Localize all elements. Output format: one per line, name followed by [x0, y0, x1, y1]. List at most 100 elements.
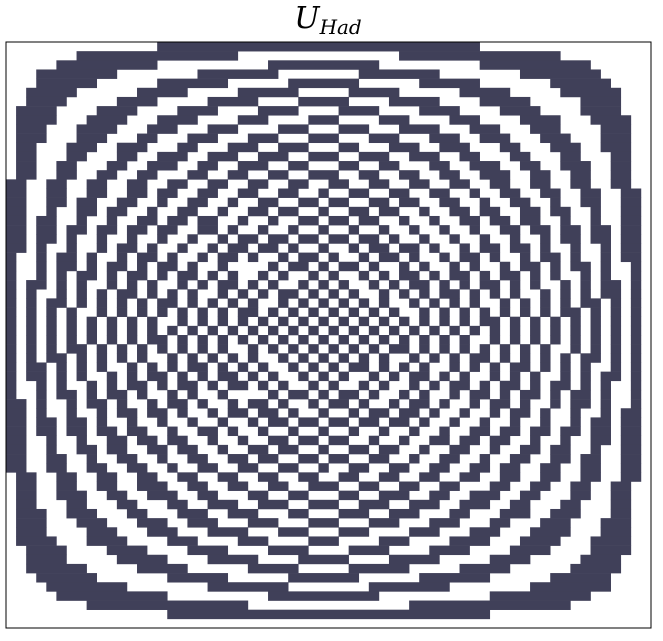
dark-cells	[338, 280, 349, 290]
dark-cells	[479, 243, 501, 253]
dark-cells	[298, 197, 319, 208]
dark-cells	[126, 508, 148, 519]
dark-cells	[137, 518, 168, 528]
dark-cells	[519, 536, 561, 546]
dark-cells	[550, 142, 581, 153]
dark-cells	[620, 472, 642, 482]
dark-cells	[570, 325, 581, 336]
dark-cells	[217, 344, 229, 354]
dark-cells	[268, 545, 309, 556]
dark-cells	[630, 380, 642, 391]
dark-cells	[580, 106, 622, 116]
dark-cells	[177, 106, 218, 116]
dark-cells	[298, 298, 309, 308]
dark-cells	[590, 234, 611, 244]
dark-cells	[348, 426, 360, 437]
dark-cells	[257, 472, 279, 482]
dark-cells	[187, 234, 198, 244]
dark-cells	[449, 325, 460, 336]
dark-cells	[499, 298, 511, 308]
dark-cells	[348, 206, 370, 217]
dark-cells	[298, 472, 319, 482]
dark-cells	[126, 362, 138, 372]
dark-cells	[600, 389, 611, 400]
dark-cells	[358, 170, 380, 180]
dark-cells	[16, 490, 37, 501]
dark-cells	[257, 362, 269, 372]
dark-cells	[36, 261, 47, 272]
dark-cells	[620, 463, 642, 473]
dark-cells	[378, 426, 390, 437]
dark-cells	[560, 215, 571, 226]
dark-cells	[6, 234, 27, 244]
dark-cells	[86, 600, 249, 610]
dark-cells	[157, 42, 480, 52]
dark-cells	[459, 563, 511, 574]
dark-cells	[540, 353, 551, 363]
dark-cells	[278, 142, 309, 153]
dark-cells	[257, 316, 269, 327]
dark-cells	[489, 554, 531, 565]
dark-cells	[590, 417, 611, 427]
dark-cells	[318, 444, 329, 455]
dark-cells	[36, 234, 57, 244]
dark-cells	[590, 206, 601, 217]
dark-cells	[610, 316, 622, 327]
dark-cells	[318, 261, 329, 272]
dark-cells	[147, 124, 178, 134]
dark-cells	[499, 472, 521, 482]
dark-cells	[348, 362, 370, 372]
dark-cells	[378, 444, 400, 455]
dark-cells	[560, 234, 581, 244]
dark-cells	[147, 161, 178, 171]
dark-cells	[399, 124, 440, 134]
dark-cells	[197, 399, 208, 409]
dark-cells	[328, 179, 349, 189]
dark-cells	[530, 380, 541, 391]
dark-cells	[419, 472, 440, 482]
dark-cells	[268, 170, 289, 180]
dark-cells	[378, 115, 410, 125]
dark-cells	[257, 426, 269, 437]
dark-cells	[278, 380, 289, 391]
dark-cells	[338, 335, 349, 345]
dark-cells	[429, 463, 450, 473]
dark-cells	[197, 371, 208, 382]
dark-cells	[116, 252, 128, 263]
dark-cells	[368, 133, 400, 144]
dark-cells	[106, 389, 128, 400]
dark-cells	[16, 518, 47, 528]
dark-cells	[409, 380, 420, 391]
dark-cells	[197, 335, 208, 345]
dark-cells	[318, 298, 329, 308]
dark-cells	[167, 435, 188, 446]
dark-cells	[76, 133, 108, 144]
dark-cells	[358, 353, 370, 363]
dark-cells	[268, 435, 289, 446]
dark-cells	[540, 307, 551, 317]
dark-cells	[66, 243, 77, 253]
dark-cells	[187, 289, 198, 299]
dark-cells	[217, 362, 229, 372]
dark-cells	[550, 316, 561, 327]
dark-cells	[620, 234, 642, 244]
dark-cells	[378, 298, 390, 308]
dark-cells	[308, 362, 319, 372]
dark-cells	[137, 344, 148, 354]
dark-cells	[469, 161, 501, 171]
dark-cells	[399, 408, 420, 418]
dark-cells	[288, 179, 309, 189]
dark-cells	[96, 225, 118, 235]
dark-cells	[479, 206, 501, 217]
dark-cells	[147, 289, 158, 299]
dark-cells	[399, 270, 420, 281]
dark-cells	[479, 380, 491, 391]
dark-cells	[570, 252, 581, 263]
dark-cells	[388, 188, 410, 198]
dark-cells	[409, 225, 420, 235]
dark-cells	[530, 325, 541, 336]
dark-cells	[449, 362, 460, 372]
dark-cells	[338, 124, 370, 134]
dark-cells	[227, 426, 239, 437]
dark-cells	[56, 481, 77, 491]
